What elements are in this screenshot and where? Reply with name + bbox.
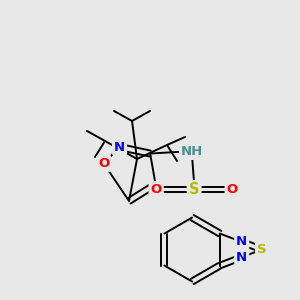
Text: NH: NH <box>181 145 203 158</box>
Text: S: S <box>257 243 267 256</box>
Text: O: O <box>98 157 109 170</box>
Text: N: N <box>236 251 247 264</box>
Text: S: S <box>189 182 200 197</box>
Text: O: O <box>151 183 162 196</box>
Text: O: O <box>226 183 238 196</box>
Text: N: N <box>236 236 247 248</box>
Text: N: N <box>114 140 125 154</box>
